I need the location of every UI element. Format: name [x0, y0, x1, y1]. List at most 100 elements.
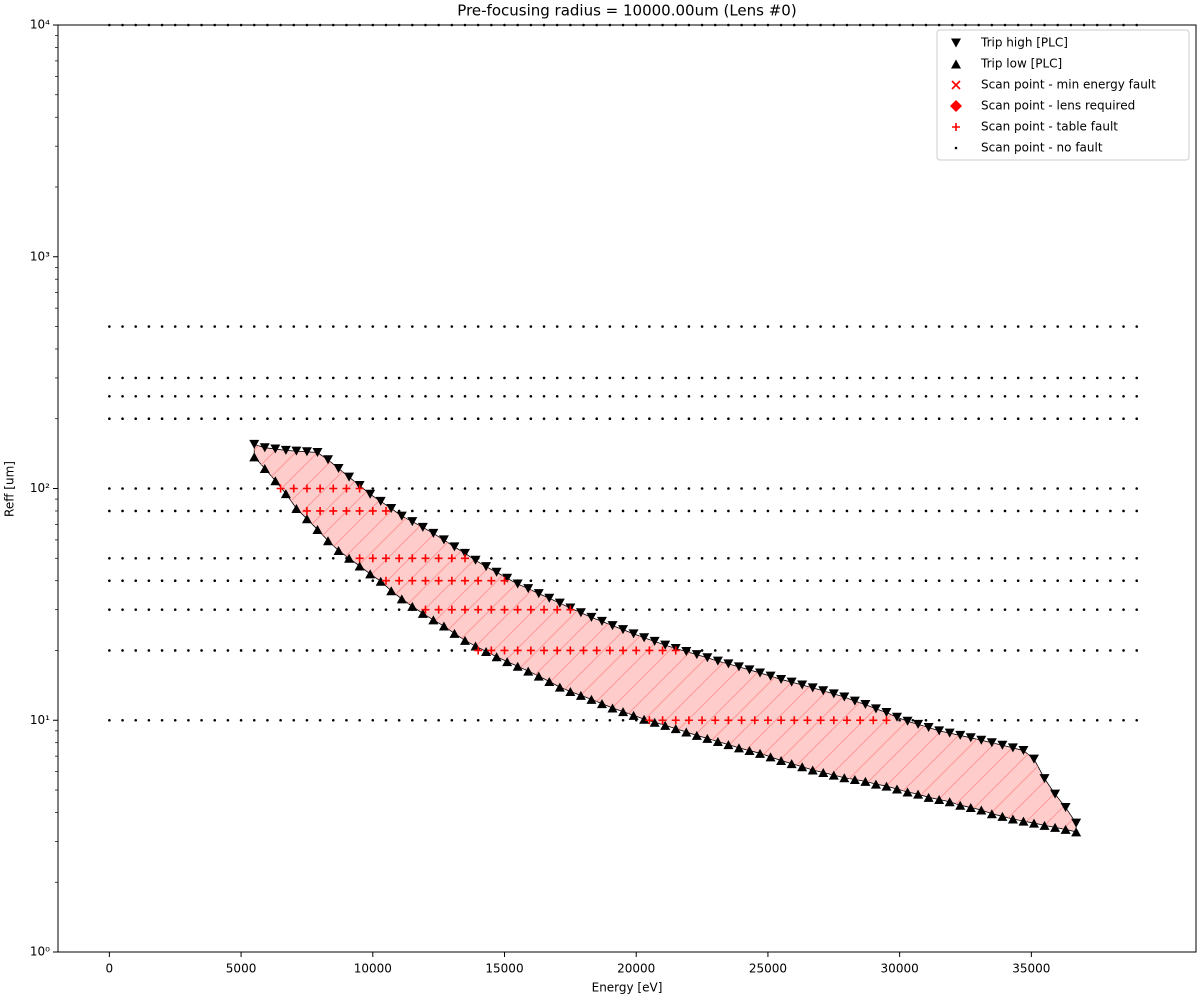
scan-point	[358, 718, 361, 722]
point	[976, 805, 987, 815]
point	[365, 489, 376, 499]
scan-point	[885, 487, 888, 490]
point	[513, 605, 522, 614]
point	[976, 735, 987, 745]
scan-point	[872, 376, 875, 380]
scan-point	[819, 649, 822, 652]
scan-point	[779, 417, 783, 421]
scan-point	[898, 718, 901, 722]
scan-point	[476, 394, 480, 398]
scan-point	[239, 487, 243, 490]
scan-point	[766, 487, 770, 490]
scan-point	[582, 718, 585, 722]
scan-point	[147, 608, 151, 611]
scan-point	[134, 325, 138, 328]
scan-point	[621, 376, 625, 380]
scan-point	[542, 417, 546, 421]
scan-point	[516, 394, 519, 398]
scan-point	[674, 376, 678, 380]
point	[259, 443, 270, 453]
scan-point	[779, 487, 783, 490]
scan-point	[766, 579, 770, 583]
scan-point	[648, 487, 651, 490]
point	[481, 646, 492, 656]
scan-point	[1030, 325, 1033, 328]
scan-point	[661, 579, 664, 583]
scan-point	[779, 579, 783, 583]
scan-point	[424, 509, 427, 513]
scan-point	[424, 718, 427, 722]
scan-point	[924, 579, 928, 583]
legend-label: Trip low [PLC]	[980, 57, 1062, 71]
scan-point	[595, 579, 599, 583]
scan-point	[279, 579, 282, 583]
scan-point	[1082, 417, 1086, 421]
point	[428, 615, 439, 625]
scan-point	[1016, 376, 1020, 380]
scan-point	[1043, 608, 1046, 611]
point	[329, 506, 338, 515]
point	[487, 576, 496, 585]
point	[301, 447, 312, 457]
point	[259, 463, 270, 473]
point	[870, 704, 881, 714]
scan-point	[213, 376, 217, 380]
scan-point	[608, 394, 612, 398]
scan-point	[384, 394, 388, 398]
point	[881, 781, 892, 791]
scan-point	[411, 417, 414, 421]
point	[723, 740, 734, 750]
scan-point	[1056, 509, 1060, 513]
legend-marker	[954, 146, 958, 150]
point	[913, 719, 924, 729]
point	[375, 576, 386, 586]
scan-point	[951, 417, 954, 421]
scan-point	[252, 487, 256, 490]
scan-point	[661, 608, 664, 611]
scan-point	[437, 325, 440, 328]
scan-point	[305, 325, 309, 328]
point	[923, 723, 934, 733]
point	[1050, 822, 1061, 832]
x-tick-label: 30000	[881, 962, 919, 976]
scan-point	[305, 394, 309, 398]
scan-point	[569, 376, 572, 380]
scan-point	[1082, 325, 1086, 328]
scan-point	[990, 325, 994, 328]
scan-point	[542, 394, 546, 398]
scan-point	[292, 579, 296, 583]
scan-point	[226, 718, 230, 722]
point	[481, 562, 492, 572]
scan-point	[648, 556, 651, 560]
scan-point	[173, 608, 177, 611]
scan-point	[595, 325, 599, 328]
scan-point	[924, 376, 928, 380]
point	[1071, 818, 1082, 828]
scan-point	[187, 608, 190, 611]
scan-point	[345, 579, 348, 583]
scan-point	[279, 376, 282, 380]
scan-point	[358, 579, 361, 583]
scan-point	[200, 417, 203, 421]
scan-point	[977, 608, 980, 611]
scan-point	[239, 509, 243, 513]
scan-point	[503, 556, 506, 560]
point	[1018, 746, 1029, 756]
point	[639, 633, 650, 643]
scan-point	[1003, 649, 1007, 652]
scan-point	[503, 718, 506, 722]
point	[586, 694, 597, 704]
scan-point	[226, 579, 230, 583]
scan-point	[450, 487, 454, 490]
scan-point	[858, 608, 862, 611]
scan-point	[450, 718, 454, 722]
scan-point	[200, 509, 203, 513]
point	[434, 576, 443, 585]
scan-point	[621, 394, 625, 398]
scan-point	[516, 487, 519, 490]
scan-point	[1043, 556, 1046, 560]
scan-point	[1003, 608, 1007, 611]
scan-point	[1043, 649, 1046, 652]
point	[375, 496, 386, 506]
scan-point	[687, 556, 691, 560]
